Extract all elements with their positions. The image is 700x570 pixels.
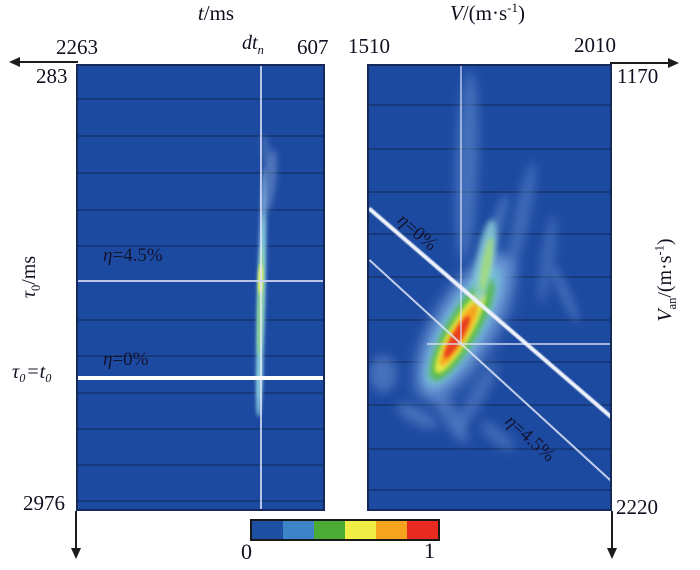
right-panel-y-top-tick: 1170 <box>617 64 659 88</box>
gridline <box>78 500 323 502</box>
gridline <box>369 148 610 150</box>
colorbar-segment <box>252 521 283 539</box>
right-panel-y-axis-title: Van/(m·s-1) <box>652 210 679 350</box>
y-axis-arrow-down-right-head-icon <box>607 548 617 559</box>
left-panel-heatmap <box>76 64 325 511</box>
dtn-subscript: n <box>257 43 264 57</box>
v-unit-pre: /(m·s <box>462 1 508 25</box>
van-subscript: an <box>665 297 679 310</box>
t-unit: /ms <box>203 1 235 25</box>
dtn-marker-label: dtn <box>242 32 264 56</box>
right-panel-x-min-tick: 1510 <box>348 34 390 58</box>
van-unit-pre: /(m·s <box>654 255 676 298</box>
van-unit-exponent: -1 <box>652 245 667 256</box>
left-panel-y-bottom-tick: 2976 <box>23 491 65 515</box>
right-panel-x-max-tick: 2010 <box>574 33 616 57</box>
right-panel-heatmap <box>367 64 612 511</box>
semblance-blob-layer <box>534 213 560 305</box>
gridline <box>78 209 323 211</box>
colorbar-segment <box>407 521 438 539</box>
crosshair-vertical-line <box>460 66 462 344</box>
tau-unit: /ms <box>18 255 40 285</box>
gridline <box>369 361 610 363</box>
gridline <box>369 104 610 106</box>
gridline <box>78 135 323 137</box>
left-panel-x-min-tick: 2263 <box>56 35 98 59</box>
left-panel-x-axis-title: t/ms <box>176 3 256 24</box>
colorbar <box>250 519 440 541</box>
v-variable: V <box>450 1 463 25</box>
gridline <box>78 245 323 247</box>
x-axis-arrow-right-head-icon <box>668 58 679 68</box>
tau-subscript: 0 <box>29 284 43 291</box>
semblance-blob-layer <box>546 263 584 325</box>
v-unit-post: ) <box>518 1 525 25</box>
colorbar-min-label: 0 <box>241 539 252 564</box>
dtn-variable: dt <box>242 32 258 54</box>
gridline <box>78 319 323 321</box>
van-unit-post: ) <box>654 238 676 246</box>
left-panel-eta-0-label: η=0% <box>103 350 148 369</box>
semblance-blob-layer <box>369 355 397 393</box>
annotation-horizontal-line <box>78 376 323 380</box>
left-panel-x-max-tick: 607 <box>297 35 329 59</box>
gridline <box>369 404 610 406</box>
v-unit-exponent: -1 <box>507 0 518 15</box>
eta-symbol: η <box>103 245 113 266</box>
annotation-horizontal-line <box>78 280 323 282</box>
left-panel-eta-4-5-label: η=4.5% <box>103 246 163 265</box>
y-axis-arrow-down-left-head-icon <box>71 548 81 559</box>
van-variable: V <box>654 309 676 322</box>
colorbar-segment <box>283 521 314 539</box>
colorbar-max-label: 1 <box>424 538 435 563</box>
left-panel-y-axis-title: τ0/ms <box>18 232 43 322</box>
annotation-horizontal-line <box>427 343 610 345</box>
gridline <box>369 448 610 450</box>
gridline <box>78 98 323 100</box>
tau-variable: τ <box>18 290 40 299</box>
tau0-equals-t0-label: τ₀=t₀ <box>12 361 53 383</box>
gridline <box>78 355 323 357</box>
right-panel-y-bottom-tick: 2220 <box>616 495 658 519</box>
gridline <box>78 172 323 174</box>
x-axis-arrow-right-line <box>610 62 670 64</box>
y-axis-arrow-down-left-line <box>75 511 77 549</box>
colorbar-segment <box>345 521 376 539</box>
crosshair-vertical-line <box>260 66 262 509</box>
x-axis-arrow-left-line <box>16 61 78 63</box>
eta-value: =0% <box>112 349 149 370</box>
left-panel-y-top-tick: 283 <box>36 64 68 88</box>
gridline <box>78 428 323 430</box>
y-axis-arrow-down-right-line <box>611 511 613 549</box>
x-axis-arrow-left-head-icon <box>9 57 20 67</box>
eta-value: =4.5% <box>112 245 163 266</box>
gridline <box>78 464 323 466</box>
t-variable: t <box>197 1 204 25</box>
right-panel-x-axis-title: V/(m·s-1) <box>405 0 570 25</box>
gridline <box>369 191 610 193</box>
gridline <box>369 489 610 491</box>
colorbar-segment <box>376 521 407 539</box>
eta-symbol: η <box>103 349 113 370</box>
gridline <box>78 392 323 394</box>
colorbar-segment <box>314 521 345 539</box>
